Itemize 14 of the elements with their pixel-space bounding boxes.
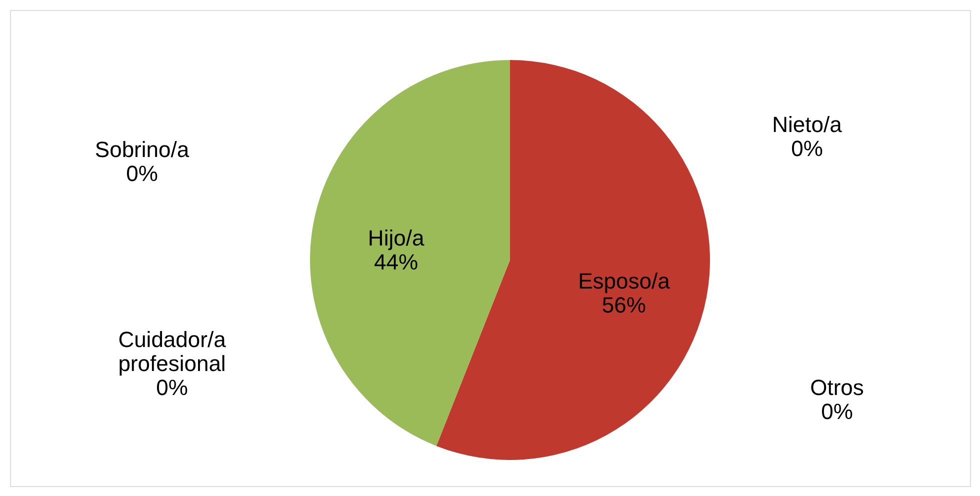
data-label: 44% xyxy=(374,249,418,274)
data-label: 56% xyxy=(602,292,646,318)
text: 0% xyxy=(791,136,823,161)
category-label: Otros xyxy=(810,375,864,400)
pie-slice xyxy=(436,60,710,460)
pie-slice xyxy=(310,60,510,446)
text: 0% xyxy=(156,375,188,400)
slice-label: Esposo/a xyxy=(578,268,671,294)
slice-label: Hijo/a xyxy=(368,225,425,250)
category-label: Nieto/a xyxy=(772,112,842,137)
category-label: Sobrino/a xyxy=(94,137,190,162)
category-label: Cuidador/a profesional xyxy=(118,327,226,376)
text: 0% xyxy=(821,399,853,424)
text: 0% xyxy=(126,161,158,186)
